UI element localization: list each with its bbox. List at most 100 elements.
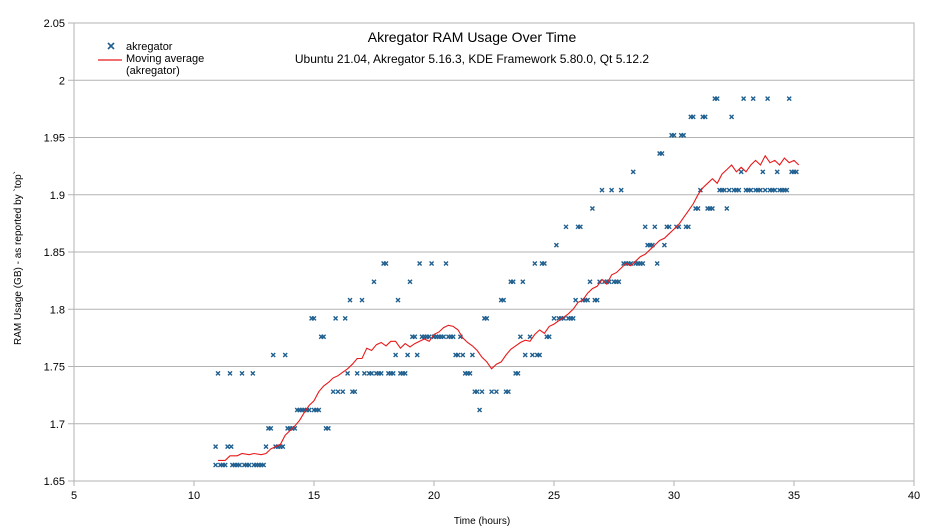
akregator-data-point [378,370,384,376]
akregator-data-point [369,370,375,376]
akregator-data-point [661,242,667,248]
x-tick-label: 15 [308,490,320,502]
akregator-data-point [352,389,358,395]
akregator-data-point [520,279,526,285]
akregator-data-point [505,389,511,395]
akregator-data-point [616,279,622,285]
akregator-data-point [237,462,243,468]
akregator-data-point [570,315,576,321]
akregator-data-point [469,352,475,358]
y-tick-label: 1.9 [50,190,65,202]
akregator-data-point [774,169,780,175]
y-tick-label: 1.8 [50,304,65,316]
y-tick-label: 1.75 [44,362,65,374]
chart-title: Akregator RAM Usage Over Time [368,29,577,45]
akregator-data-point [659,151,665,157]
akregator-data-point [609,187,615,193]
akregator-data-point [793,169,799,175]
akregator-data-point [429,260,435,266]
y-axis-label: RAM Usage (GB) - as reported by `top` [12,171,24,345]
y-tick-label: 2 [59,75,65,87]
x-tick-label: 30 [668,490,680,502]
akregator-data-point [736,187,742,193]
akregator-data-point [690,114,696,120]
akregator-data-point [321,334,327,340]
moving-average-series [218,154,800,461]
akregator-data-point [263,444,269,450]
akregator-data-point [270,352,276,358]
akregator-data-point [484,315,490,321]
akregator-data-point [228,444,234,450]
akregator-data-point [577,224,583,230]
akregator-data-point [741,96,747,102]
akregator-data-point [359,297,365,303]
akregator-data-point [501,297,507,303]
akregator-data-point [702,114,708,120]
akregator-data-point [522,352,528,358]
legend-marker-akregator [107,42,115,50]
akregator-data-point [347,297,353,303]
akregator-data-point [589,205,595,211]
akregator-data-point [695,205,701,211]
akregator-data-point [709,205,715,211]
akregator-data-point [311,315,317,321]
akregator-data-point [561,315,567,321]
akregator-data-point [330,389,336,395]
akregator-data-point [642,224,648,230]
akregator-data-point [618,187,624,193]
akregator-data-point [361,370,367,376]
akregator-data-point [261,462,267,468]
akregator-data-point [213,444,219,450]
akregator-data-point [573,297,579,303]
akregator-data-point [599,187,605,193]
akregator-data-point [738,169,744,175]
akregator-data-point [342,315,348,321]
akregator-data-point [239,370,245,376]
akregator-data-point [393,352,399,358]
x-tick-label: 10 [188,490,200,502]
akregator-data-point [426,334,432,340]
akregator-data-point [450,334,456,340]
y-tick-label: 1.7 [50,419,65,431]
y-tick-label: 1.85 [44,247,65,259]
x-tick-label: 25 [548,490,560,502]
akregator-data-point [666,224,672,230]
x-tick-label: 20 [428,490,440,502]
y-tick-label: 2.05 [44,18,65,30]
akregator-data-point [652,224,658,230]
akregator-data-point [489,389,495,395]
akregator-data-point [537,352,543,358]
akregator-data-point [460,352,466,358]
akregator-data-point [227,370,233,376]
akregator-data-point [443,260,449,266]
akregator-data-point [383,260,389,266]
akregator-data-point [417,260,423,266]
akregator-data-point [532,260,538,266]
legend-label-akregator: akregator [126,41,173,53]
akregator-data-point [280,444,286,450]
akregator-data-point [772,187,778,193]
legend-label-moving-average-line2: (akregator) [126,65,180,77]
akregator-data-point [515,370,521,376]
chart-subtitle: Ubuntu 21.04, Akregator 5.16.3, KDE Fram… [295,52,650,66]
akregator-data-point [765,96,771,102]
akregator-data-point [786,96,792,102]
akregator-data-point [340,389,346,395]
akregator-data-point [390,370,396,376]
x-tick-label: 5 [71,490,77,502]
akregator-data-point [268,425,274,431]
akregator-data-point [335,389,341,395]
akregator-data-point [681,132,687,138]
akregator-data-point [729,114,735,120]
moving-average-line [218,154,800,461]
akregator-data-point [671,132,677,138]
akregator-data-point [306,407,312,413]
akregator-data-point [467,370,473,376]
akregator-data-point [551,315,557,321]
akregator-data-point [222,462,228,468]
akregator-data-point [345,370,351,376]
legend: akregator Moving average (akregator) [98,41,204,77]
akregator-data-point [760,169,766,175]
akregator-data-point [527,334,533,340]
